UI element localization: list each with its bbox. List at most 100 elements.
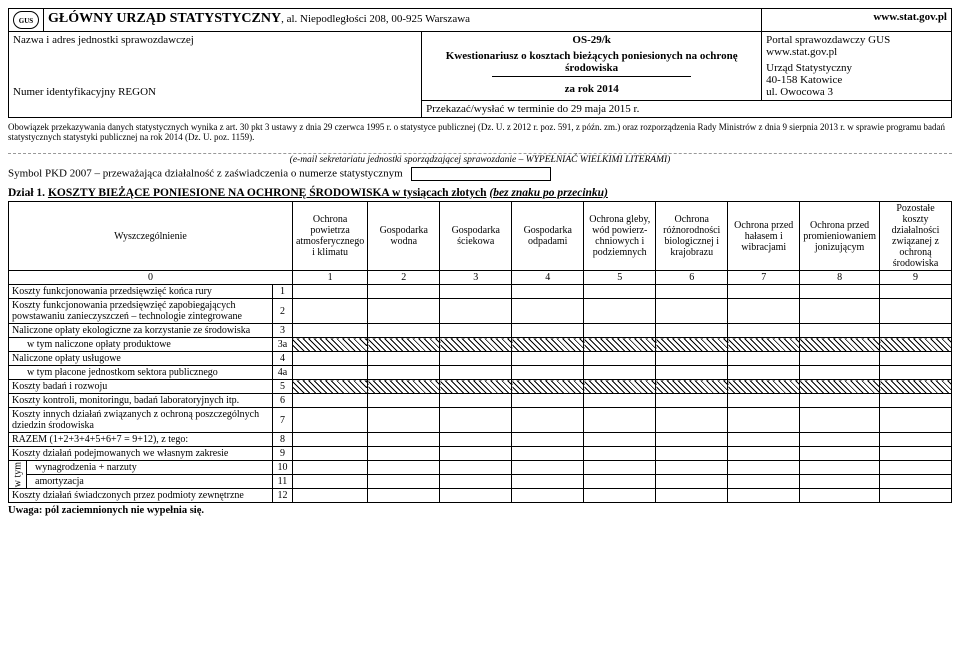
data-cell[interactable]: [728, 475, 800, 489]
data-cell[interactable]: [440, 408, 512, 433]
data-cell[interactable]: [800, 324, 880, 338]
data-cell[interactable]: [584, 475, 656, 489]
data-cell[interactable]: [512, 366, 584, 380]
data-cell[interactable]: [800, 433, 880, 447]
data-cell[interactable]: [368, 408, 440, 433]
data-cell[interactable]: [880, 366, 952, 380]
data-cell[interactable]: [728, 299, 800, 324]
data-cell[interactable]: [800, 475, 880, 489]
data-cell[interactable]: [512, 324, 584, 338]
data-cell[interactable]: [656, 352, 728, 366]
data-cell[interactable]: [368, 324, 440, 338]
data-cell[interactable]: [440, 366, 512, 380]
data-cell[interactable]: [880, 408, 952, 433]
data-cell[interactable]: [440, 285, 512, 299]
data-cell[interactable]: [800, 285, 880, 299]
data-cell[interactable]: [292, 433, 367, 447]
data-cell[interactable]: [880, 394, 952, 408]
data-cell[interactable]: [800, 489, 880, 503]
data-cell[interactable]: [656, 433, 728, 447]
data-cell[interactable]: [728, 366, 800, 380]
data-cell[interactable]: [880, 461, 952, 475]
data-cell[interactable]: [440, 489, 512, 503]
data-cell[interactable]: [368, 285, 440, 299]
data-cell[interactable]: [800, 447, 880, 461]
data-cell[interactable]: [440, 299, 512, 324]
data-cell[interactable]: [656, 461, 728, 475]
data-cell[interactable]: [512, 489, 584, 503]
data-cell[interactable]: [656, 285, 728, 299]
data-cell[interactable]: [292, 352, 367, 366]
data-cell[interactable]: [728, 408, 800, 433]
data-cell[interactable]: [880, 489, 952, 503]
data-cell[interactable]: [800, 394, 880, 408]
data-cell[interactable]: [512, 352, 584, 366]
data-cell[interactable]: [368, 447, 440, 461]
data-cell[interactable]: [656, 366, 728, 380]
data-cell[interactable]: [584, 366, 656, 380]
data-cell[interactable]: [512, 408, 584, 433]
data-cell[interactable]: [584, 299, 656, 324]
data-cell[interactable]: [584, 433, 656, 447]
data-cell[interactable]: [656, 447, 728, 461]
data-cell[interactable]: [800, 461, 880, 475]
data-cell[interactable]: [656, 394, 728, 408]
data-cell[interactable]: [728, 285, 800, 299]
data-cell[interactable]: [584, 324, 656, 338]
data-cell[interactable]: [440, 447, 512, 461]
pkd-input-box[interactable]: [411, 167, 551, 181]
data-cell[interactable]: [728, 352, 800, 366]
data-cell[interactable]: [880, 352, 952, 366]
data-cell[interactable]: [584, 461, 656, 475]
data-cell[interactable]: [656, 299, 728, 324]
data-cell[interactable]: [292, 285, 367, 299]
data-cell[interactable]: [584, 285, 656, 299]
data-cell[interactable]: [512, 461, 584, 475]
data-cell[interactable]: [512, 447, 584, 461]
data-cell[interactable]: [292, 299, 367, 324]
data-cell[interactable]: [440, 461, 512, 475]
data-cell[interactable]: [368, 352, 440, 366]
data-cell[interactable]: [880, 475, 952, 489]
data-cell[interactable]: [512, 394, 584, 408]
data-cell[interactable]: [440, 394, 512, 408]
data-cell[interactable]: [512, 475, 584, 489]
data-cell[interactable]: [292, 461, 367, 475]
data-cell[interactable]: [728, 461, 800, 475]
data-cell[interactable]: [800, 352, 880, 366]
data-cell[interactable]: [292, 408, 367, 433]
data-cell[interactable]: [880, 285, 952, 299]
data-cell[interactable]: [880, 299, 952, 324]
data-cell[interactable]: [440, 475, 512, 489]
data-cell[interactable]: [368, 394, 440, 408]
data-cell[interactable]: [880, 447, 952, 461]
data-cell[interactable]: [368, 475, 440, 489]
data-cell[interactable]: [728, 394, 800, 408]
data-cell[interactable]: [584, 394, 656, 408]
data-cell[interactable]: [656, 324, 728, 338]
data-cell[interactable]: [440, 324, 512, 338]
data-cell[interactable]: [800, 408, 880, 433]
data-cell[interactable]: [368, 489, 440, 503]
email-input-line[interactable]: [8, 144, 952, 154]
data-cell[interactable]: [656, 408, 728, 433]
data-cell[interactable]: [800, 299, 880, 324]
data-cell[interactable]: [368, 461, 440, 475]
data-cell[interactable]: [584, 408, 656, 433]
data-cell[interactable]: [512, 433, 584, 447]
data-cell[interactable]: [656, 475, 728, 489]
data-cell[interactable]: [728, 489, 800, 503]
data-cell[interactable]: [292, 394, 367, 408]
data-cell[interactable]: [880, 324, 952, 338]
data-cell[interactable]: [800, 366, 880, 380]
data-cell[interactable]: [512, 285, 584, 299]
data-cell[interactable]: [880, 433, 952, 447]
data-cell[interactable]: [368, 433, 440, 447]
data-cell[interactable]: [292, 447, 367, 461]
data-cell[interactable]: [584, 352, 656, 366]
data-cell[interactable]: [292, 475, 367, 489]
data-cell[interactable]: [512, 299, 584, 324]
data-cell[interactable]: [368, 299, 440, 324]
data-cell[interactable]: [368, 366, 440, 380]
data-cell[interactable]: [728, 447, 800, 461]
